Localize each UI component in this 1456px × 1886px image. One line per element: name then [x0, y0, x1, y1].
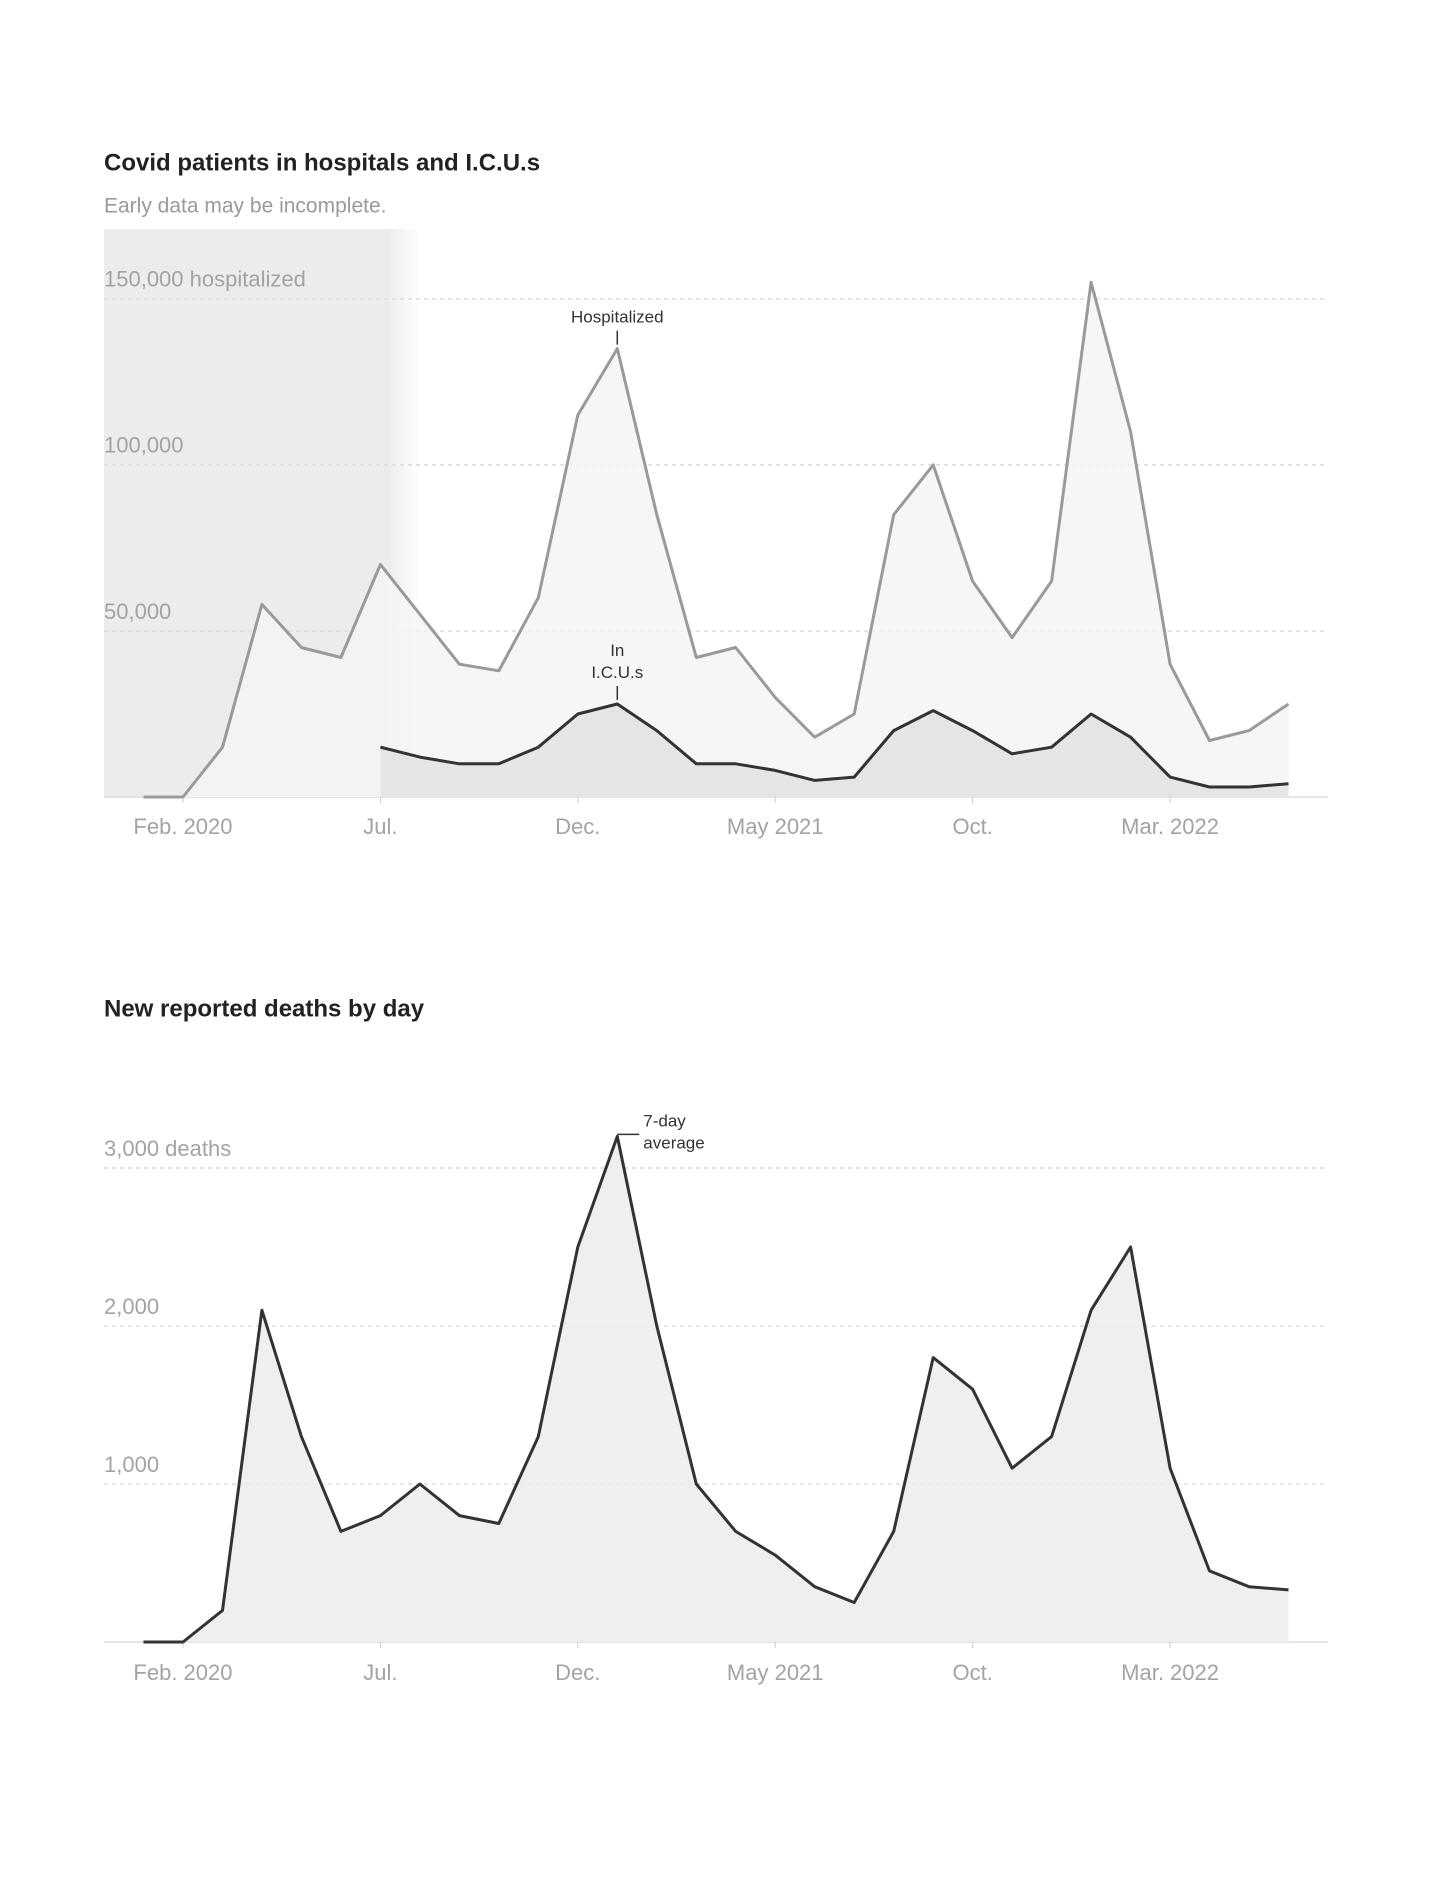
area — [380, 704, 1289, 797]
label-line: 7-day — [643, 1112, 686, 1131]
area — [143, 282, 1289, 797]
y-tick-label: 1,000 — [104, 1452, 159, 1477]
x-tick-label: Mar. 2022 — [1121, 1660, 1219, 1685]
line — [143, 280, 1290, 799]
x-tick-label: Oct. — [952, 1660, 992, 1685]
series-label: In I.C.U.s — [591, 641, 643, 682]
x-tick-label: Dec. — [555, 1660, 600, 1685]
line — [143, 1134, 1289, 1644]
x-tick-label: Oct. — [952, 814, 992, 839]
area — [143, 1136, 1289, 1642]
y-tick-label: 3,000 deaths — [104, 1136, 231, 1161]
x-tick-label: May 2021 — [727, 814, 824, 839]
series-label: 7-day average — [643, 1112, 704, 1153]
label-line: I.C.U.s — [591, 663, 643, 682]
label-line: In — [610, 641, 624, 660]
chart-title: New reported deaths by day — [104, 995, 425, 1022]
y-tick-label: 2,000 — [104, 1294, 159, 1319]
label-line: average — [643, 1134, 704, 1153]
line — [380, 702, 1289, 789]
label-line: Hospitalized — [571, 308, 664, 327]
x-tick-label: Feb. 2020 — [133, 814, 232, 839]
x-tick-label: Jul. — [363, 1660, 397, 1685]
y-tick-label: 100,000 — [104, 433, 184, 458]
x-tick-label: Feb. 2020 — [133, 1660, 232, 1685]
x-tick-label: Jul. — [363, 814, 397, 839]
x-tick-label: Mar. 2022 — [1121, 814, 1219, 839]
chart-title: Covid patients in hospitals and I.C.U.s — [104, 149, 540, 176]
chart-subtitle: Early data may be incomplete. — [104, 195, 386, 218]
y-tick-label: 50,000 — [104, 599, 171, 624]
y-tick-label: 150,000 hospitalized — [104, 267, 306, 292]
chart: Covid patients in hospitals and I.C.U.s E… — [104, 149, 1328, 839]
x-tick-label: Dec. — [555, 814, 600, 839]
series-label: Hospitalized — [571, 308, 664, 327]
chart: New reported deaths by day 1,000 2,000 3,00… — [104, 995, 1328, 1685]
x-tick-label: May 2021 — [727, 1660, 824, 1685]
